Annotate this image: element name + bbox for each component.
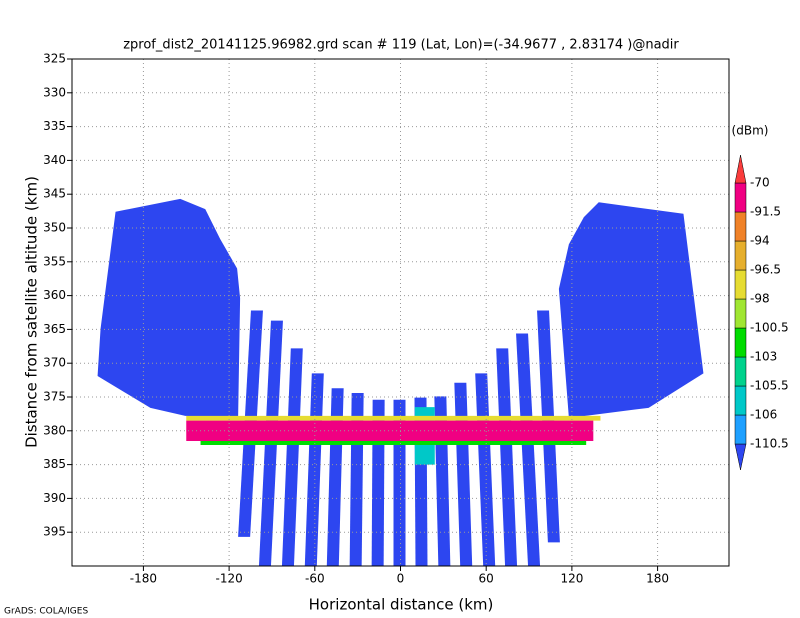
colorbar-under	[734, 443, 747, 471]
shaded-region	[454, 382, 473, 566]
chart-title: zprof_dist2_20141125.96982.grd scan # 11…	[123, 38, 679, 53]
colorbar-box	[734, 182, 747, 213]
colorbar-box	[734, 211, 747, 242]
x-axis-label: Horizontal distance (km)	[309, 596, 494, 614]
y-tick-label: 395	[43, 525, 66, 539]
shaded-region	[326, 388, 344, 566]
y-tick-label: 360	[43, 288, 66, 302]
shaded-region	[281, 348, 303, 566]
colorbar-box	[734, 327, 747, 358]
shaded-region	[97, 198, 241, 418]
y-tick-label: 390	[43, 491, 66, 505]
y-tick-label: 340	[43, 153, 66, 167]
shaded-region	[200, 440, 587, 445]
colorbar-box	[734, 414, 747, 445]
colorbar-label: -98	[750, 292, 770, 306]
shaded-region	[496, 348, 518, 566]
colorbar-box	[734, 385, 747, 416]
x-tick-label: 180	[646, 572, 669, 586]
y-tick-label: 385	[43, 457, 66, 471]
colorbar-label: -94	[750, 234, 770, 248]
shaded-region	[475, 373, 496, 566]
y-tick-label: 370	[43, 356, 66, 370]
colorbar-box	[734, 298, 747, 329]
footer: GrADS: COLA/IGES	[4, 607, 88, 617]
y-tick-label: 325	[43, 52, 66, 66]
colorbar-label: -91.5	[750, 205, 781, 219]
colorbar-label: -70	[750, 176, 770, 190]
y-tick-label: 335	[43, 119, 66, 133]
y-tick-label: 365	[43, 322, 66, 336]
y-tick-label: 345	[43, 187, 66, 201]
x-tick-label: -120	[215, 572, 242, 586]
colorbar-label: -100.5	[750, 321, 789, 335]
y-tick-label: 380	[43, 423, 66, 437]
colorbar-label: -103	[750, 350, 777, 364]
x-tick-label: 120	[560, 572, 583, 586]
y-tick-label: 375	[43, 390, 66, 404]
shaded-region	[558, 202, 704, 418]
colorbar-box	[734, 240, 747, 271]
x-tick-label: -180	[130, 572, 157, 586]
y-tick-label: 350	[43, 221, 66, 235]
x-tick-label: 0	[397, 572, 405, 586]
colorbar-unit: (dBm)	[732, 124, 769, 138]
plot-frame	[71, 58, 730, 567]
shaded-region	[516, 333, 541, 566]
colorbar-label: -105.5	[750, 379, 789, 393]
shaded-region	[304, 373, 324, 566]
x-tick-label: -60	[305, 572, 325, 586]
shaded-region	[186, 415, 601, 421]
colorbar-label: -106	[750, 408, 777, 422]
y-axis-label: Distance from satellite altitude (km)	[23, 176, 41, 448]
colorbar-label: -110.5	[750, 437, 789, 451]
colorbar-label: -96.5	[750, 263, 781, 277]
y-tick-label: 330	[43, 85, 66, 99]
colorbar-over	[734, 154, 747, 184]
shaded-region	[186, 420, 594, 441]
colorbar-box	[734, 356, 747, 387]
colorbar-box	[734, 269, 747, 300]
y-tick-label: 355	[43, 254, 66, 268]
x-tick-label: 60	[479, 572, 494, 586]
